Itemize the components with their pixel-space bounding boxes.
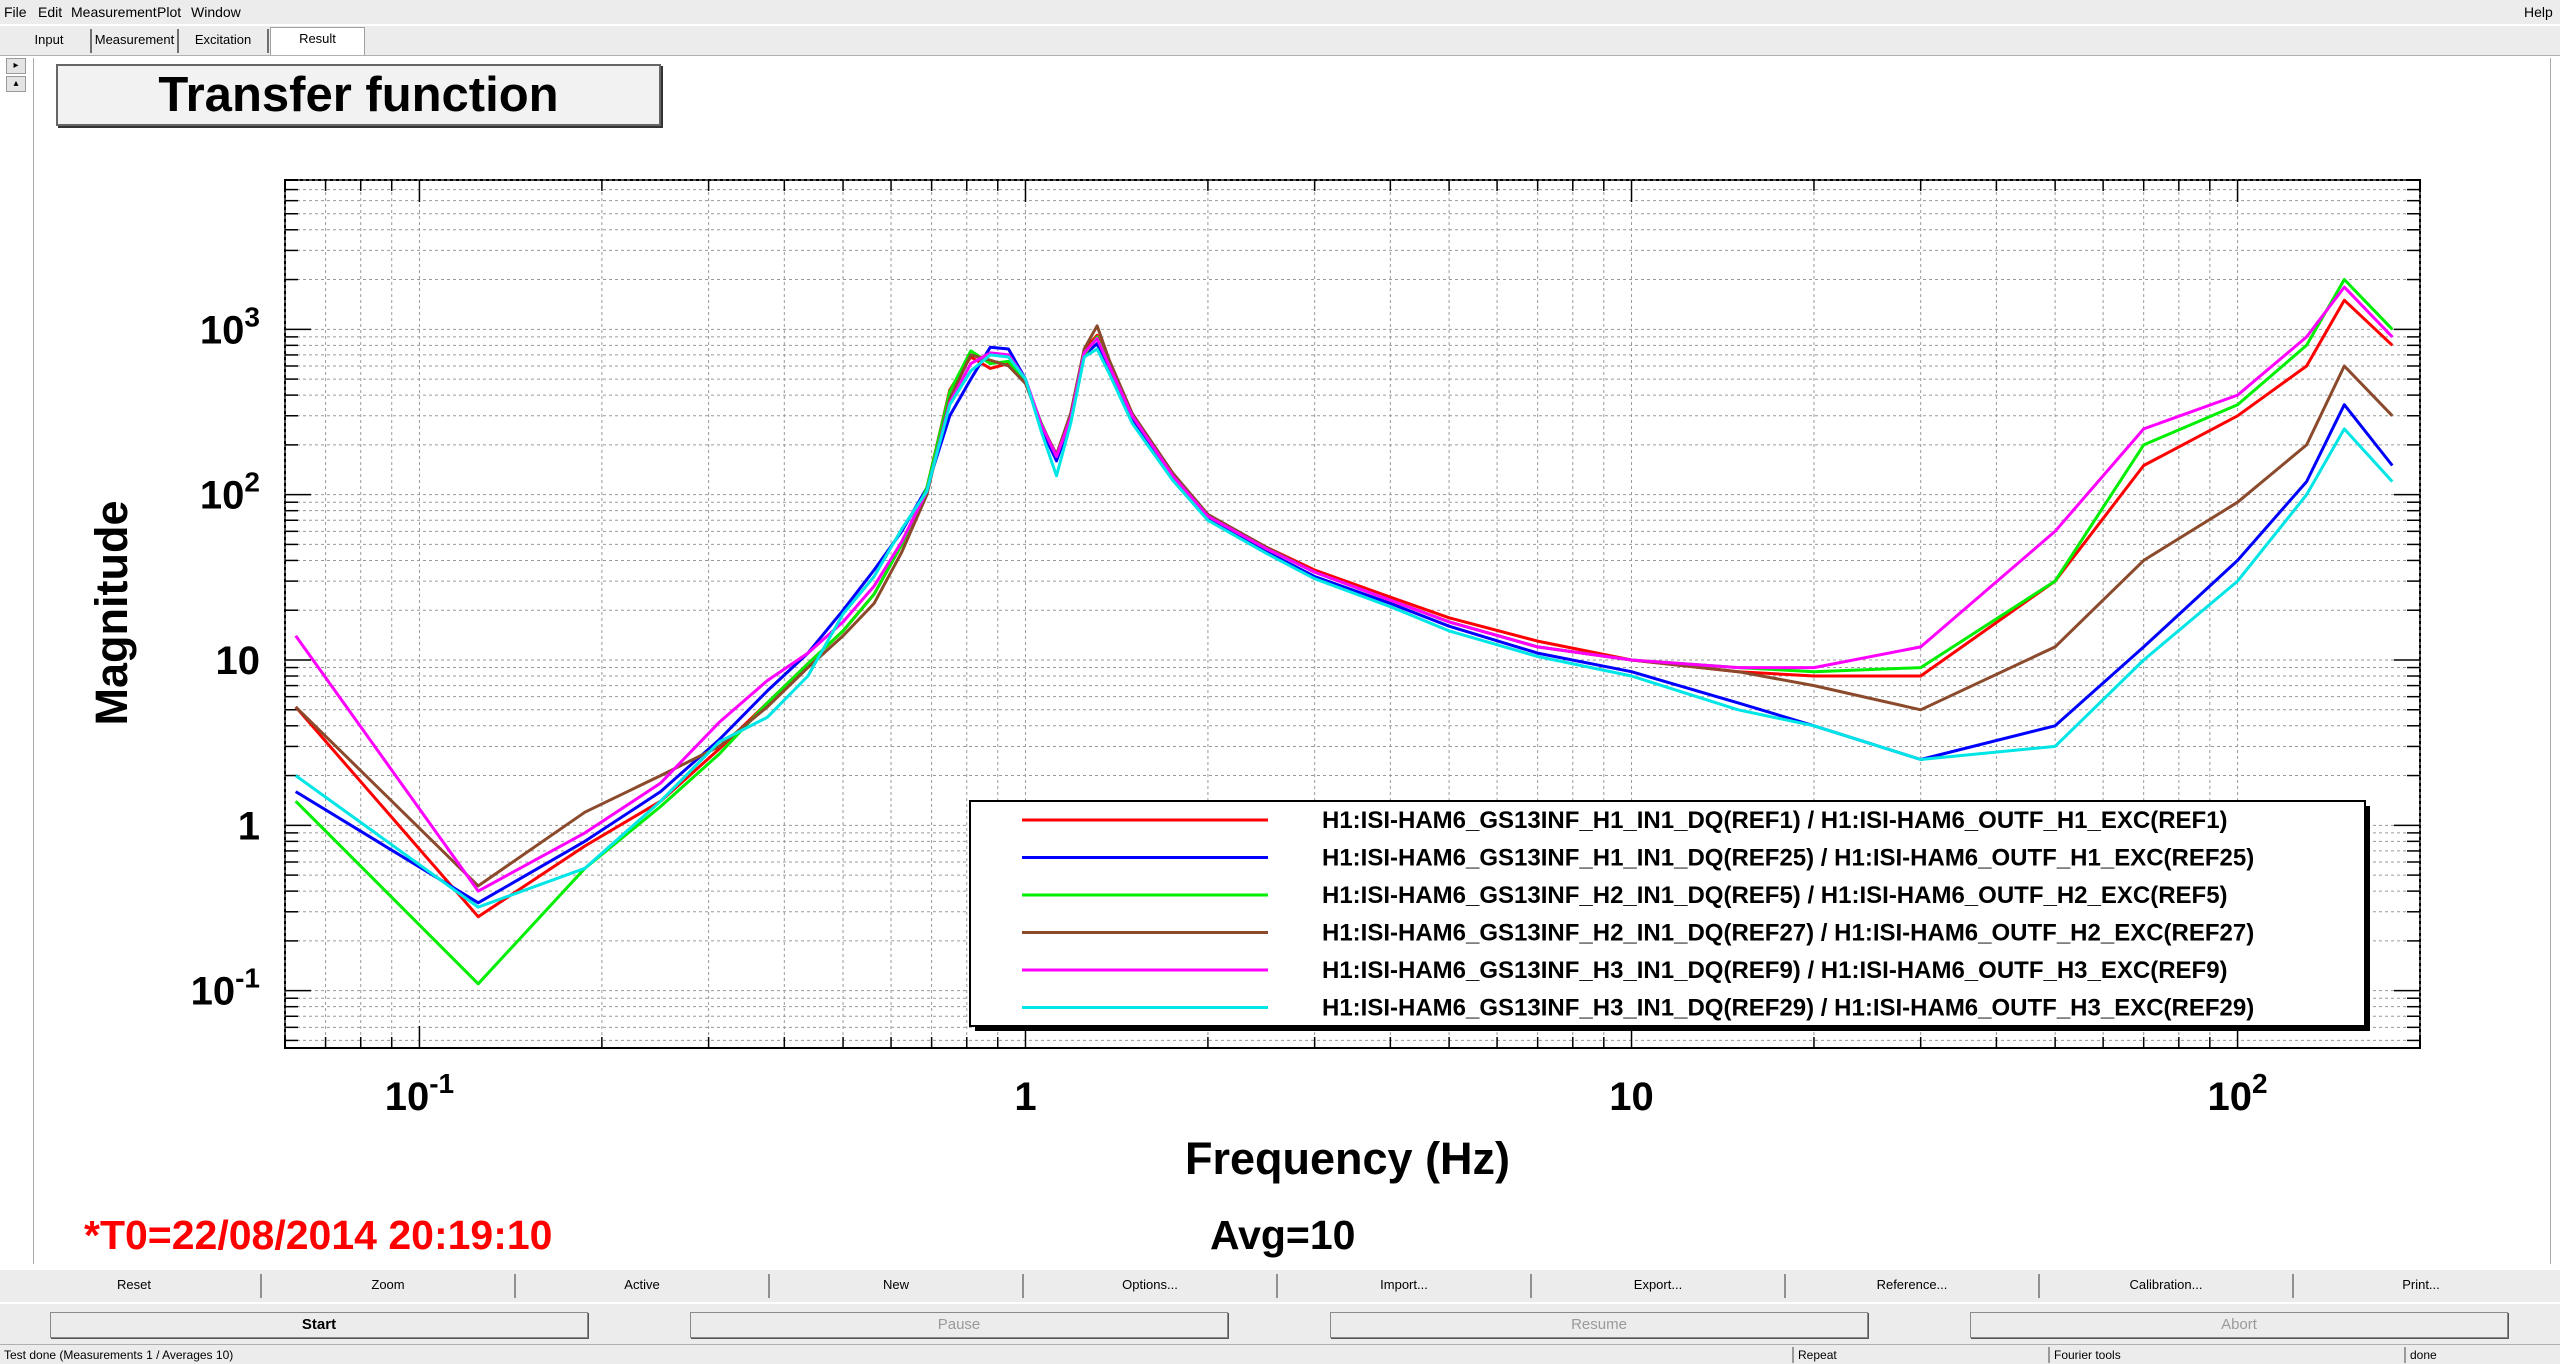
menu-help[interactable]: Help xyxy=(2524,4,2553,20)
y-tick-label: 10 xyxy=(216,639,261,683)
menu-edit[interactable]: Edit xyxy=(38,4,63,20)
menu-file[interactable]: File xyxy=(4,4,27,20)
average-count: Avg=10 xyxy=(1210,1212,1356,1258)
t0-timestamp: *T0=22/08/2014 20:19:10 xyxy=(84,1212,553,1258)
x-axis-label: Frequency (Hz) xyxy=(1185,1133,1510,1184)
plot-toolbar: Reset Zoom Active New Options... Import.… xyxy=(0,1270,2560,1302)
measurement-controls: Start Pause Resume Abort xyxy=(0,1304,2560,1344)
import-button[interactable]: Import... xyxy=(1278,1274,1532,1298)
pad-scroll-arrows: ▸ ▴ xyxy=(6,58,26,94)
pause-button[interactable]: Pause xyxy=(690,1312,1228,1338)
grid-lines xyxy=(284,179,2421,1048)
menubar: File Edit Measurement Plot Window Help xyxy=(0,0,2560,24)
tab-measurement[interactable]: Measurement xyxy=(92,29,179,53)
y-tick-label: 1 xyxy=(238,804,260,848)
menu-measurement[interactable]: Measurement xyxy=(71,4,157,20)
y-axis-label: Magnitude xyxy=(86,501,137,726)
status-message: Test done (Measurements 1 / Averages 10) xyxy=(4,1348,234,1362)
legend-label: H1:ISI-HAM6_GS13INF_H2_IN1_DQ(REF27) / H… xyxy=(1322,920,2254,947)
tab-excitation[interactable]: Excitation xyxy=(179,29,269,53)
active-button[interactable]: Active xyxy=(516,1274,770,1298)
tab-result[interactable]: Result xyxy=(270,27,365,55)
legend-label: H1:ISI-HAM6_GS13INF_H3_IN1_DQ(REF29) / H… xyxy=(1322,995,2254,1022)
tick-labels: 10-1 1 10 102 10-1 1 10 102 103 xyxy=(191,301,2268,1119)
zoom-button[interactable]: Zoom xyxy=(262,1274,516,1298)
status-bar: Test done (Measurements 1 / Averages 10)… xyxy=(0,1344,2560,1364)
series-line-4 xyxy=(294,324,2394,888)
y-tick-label: 102 xyxy=(200,467,260,518)
status-tools: Fourier tools xyxy=(2048,1347,2121,1363)
page-title: Transfer function xyxy=(56,64,661,126)
scroll-right-icon[interactable]: ▸ xyxy=(6,58,26,74)
y-tick-label: 10-1 xyxy=(191,963,260,1014)
status-state: done xyxy=(2404,1347,2437,1363)
reset-button[interactable]: Reset xyxy=(8,1274,262,1298)
options-button[interactable]: Options... xyxy=(1024,1274,1278,1298)
series-line-6 xyxy=(294,347,2394,909)
menu-plot[interactable]: Plot xyxy=(157,4,182,20)
legend-label: H1:ISI-HAM6_GS13INF_H1_IN1_DQ(REF1) / H1… xyxy=(1322,807,2228,834)
x-tick-label: 10 xyxy=(1609,1075,1654,1119)
calibration-button[interactable]: Calibration... xyxy=(2040,1274,2294,1298)
legend-label: H1:ISI-HAM6_GS13INF_H1_IN1_DQ(REF25) / H… xyxy=(1322,845,2254,872)
tab-bar: Input Measurement Excitation Result xyxy=(0,26,2560,56)
series-lines xyxy=(294,278,2394,986)
legend-label: H1:ISI-HAM6_GS13INF_H3_IN1_DQ(REF9) / H1… xyxy=(1322,957,2228,984)
scroll-up-icon[interactable]: ▴ xyxy=(6,76,26,92)
start-button[interactable]: Start xyxy=(50,1312,588,1338)
y-tick-label: 103 xyxy=(200,301,260,352)
tab-input[interactable]: Input xyxy=(8,29,92,53)
reference-button[interactable]: Reference... xyxy=(1786,1274,2040,1298)
resume-button[interactable]: Resume xyxy=(1330,1312,1868,1338)
x-tick-label: 10-1 xyxy=(385,1068,454,1119)
x-tick-label: 1 xyxy=(1014,1075,1036,1119)
print-button[interactable]: Print... xyxy=(2294,1274,2548,1298)
abort-button[interactable]: Abort xyxy=(1970,1312,2508,1338)
legend: H1:ISI-HAM6_GS13INF_H1_IN1_DQ(REF1) / H1… xyxy=(969,800,2370,1031)
status-repeat: Repeat xyxy=(1792,1347,1837,1363)
series-line-5 xyxy=(294,285,2394,893)
new-button[interactable]: New xyxy=(770,1274,1024,1298)
menu-window[interactable]: Window xyxy=(191,4,241,20)
legend-label: H1:ISI-HAM6_GS13INF_H2_IN1_DQ(REF5) / H1… xyxy=(1322,882,2228,909)
export-button[interactable]: Export... xyxy=(1532,1274,1786,1298)
x-tick-label: 102 xyxy=(2208,1068,2268,1119)
